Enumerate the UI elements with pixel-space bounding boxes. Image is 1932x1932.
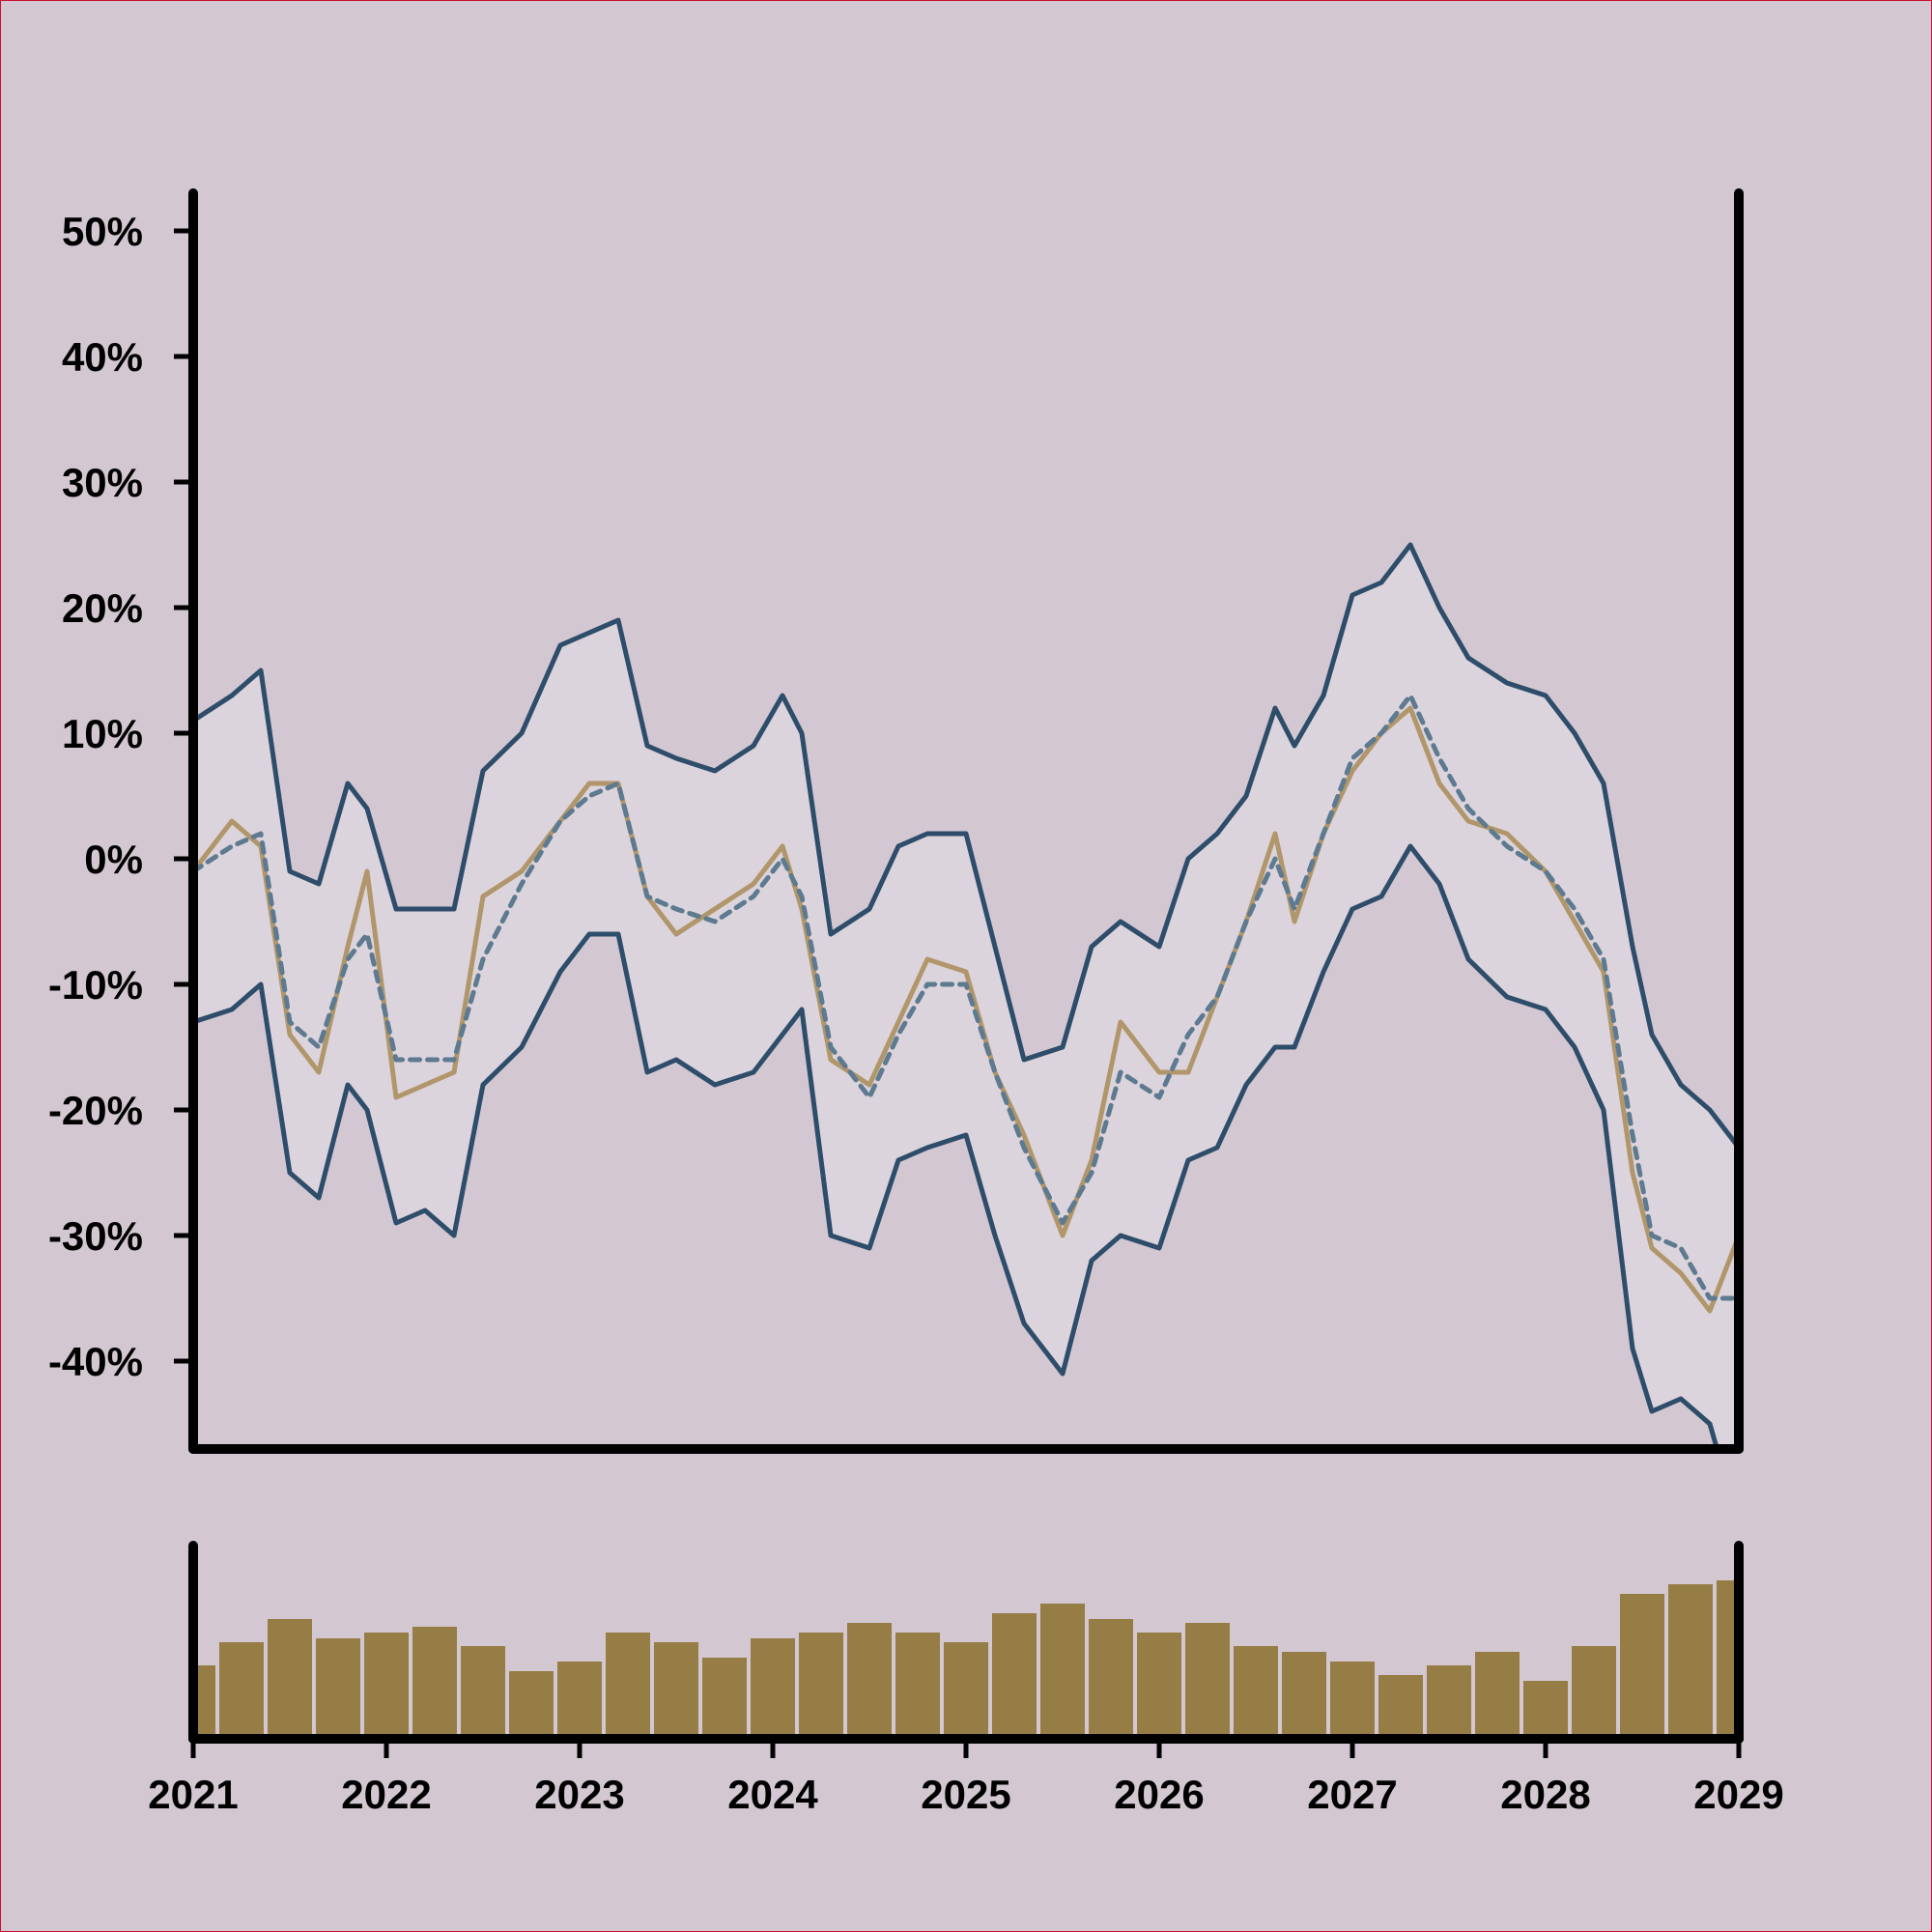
y-tick-label: 30% (62, 460, 143, 505)
volume-bar (509, 1671, 554, 1739)
volume-bar (193, 1665, 215, 1739)
volume-bar (364, 1633, 409, 1739)
volume-bar (751, 1638, 795, 1739)
volume-bar (1427, 1665, 1471, 1739)
x-tick-label: 2022 (341, 1772, 431, 1817)
volume-bar (461, 1646, 505, 1739)
volume-bar (1378, 1675, 1423, 1739)
y-tick-label: 40% (62, 334, 143, 380)
volume-bar (895, 1633, 940, 1739)
y-tick-label: -40% (48, 1339, 143, 1384)
volume-bar (799, 1633, 843, 1739)
main-plot: -40% -30% -20% -10% 0% 10% 20% 30% 40% 50% (48, 188, 1744, 1454)
volume-bar (1717, 1580, 1739, 1739)
volume-bar (268, 1619, 312, 1739)
volume-bar (1234, 1646, 1278, 1739)
y-tick-label: 0% (84, 837, 143, 882)
series-line-raw (193, 705, 1739, 1314)
y-tick-label: -10% (48, 962, 143, 1008)
series-line-lower-band (193, 843, 1720, 1449)
volume-bar (1089, 1619, 1133, 1739)
volume-bar (1040, 1604, 1085, 1739)
main-plot-data (193, 542, 1739, 1449)
volume-bar (412, 1627, 457, 1739)
y-tick-label: -20% (48, 1088, 143, 1133)
volume-bar (1330, 1662, 1375, 1739)
volume-bar (1185, 1623, 1230, 1739)
x-tick-label: 2029 (1693, 1772, 1783, 1817)
volume-bar (702, 1658, 747, 1739)
y-tick-label: 50% (62, 209, 143, 254)
volume-bar (1523, 1681, 1568, 1739)
x-tick-label: 2024 (727, 1772, 818, 1817)
confidence-band (193, 545, 1739, 1449)
volume-bar (1475, 1652, 1520, 1739)
x-tick-label: 2027 (1307, 1772, 1397, 1817)
volume-plot: 2021 2022 2023 2024 2025 2026 2027 2028 2029 (148, 1541, 1784, 1817)
volume-bar (944, 1642, 988, 1739)
volume-bar (606, 1633, 650, 1739)
x-tick-label: 2021 (148, 1772, 238, 1817)
volume-bar (1668, 1584, 1713, 1739)
series-line-upper-band (193, 542, 1739, 1151)
x-tick-label: 2028 (1500, 1772, 1590, 1817)
volume-bar (654, 1642, 698, 1739)
series-line-average (193, 693, 1739, 1301)
volume-bar (316, 1638, 360, 1739)
y-tick-label: -30% (48, 1213, 143, 1259)
volume-bar (1282, 1652, 1326, 1739)
x-tick-label: 2023 (534, 1772, 624, 1817)
x-tick-label: 2026 (1114, 1772, 1204, 1817)
volume-bar (219, 1642, 264, 1739)
x-tick-label: 2025 (921, 1772, 1010, 1817)
volume-bar (1620, 1594, 1664, 1739)
volume-bar (1572, 1646, 1616, 1739)
volume-bar (847, 1623, 892, 1739)
volume-bar (1137, 1633, 1181, 1739)
y-tick-label: 10% (62, 711, 143, 756)
volume-bar (992, 1613, 1037, 1739)
volume-bar (557, 1662, 602, 1739)
y-tick-label: 20% (62, 585, 143, 631)
